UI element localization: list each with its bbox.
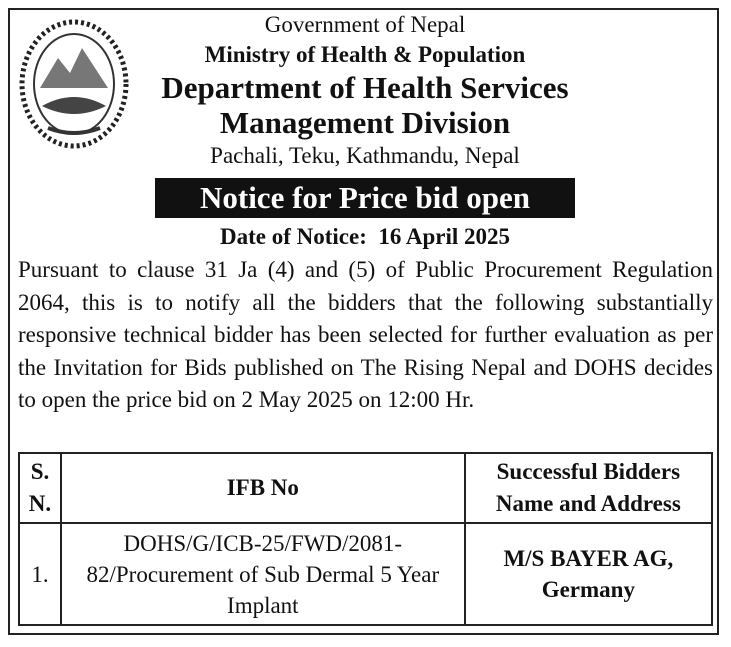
table-header: S. N. IFB No Successful Bidders Name and… bbox=[18, 452, 714, 524]
bid-table: S. N. IFB No Successful Bidders Name and… bbox=[18, 452, 714, 626]
cell: 1. bbox=[18, 522, 62, 626]
table-row: 1. DOHS/G/ICB-25/FWD/2081-82/Procurement… bbox=[18, 522, 714, 626]
cell: DOHS/G/ICB-25/FWD/2081-82/Procurement of… bbox=[59, 522, 466, 626]
notice-body: Pursuant to clause 31 Ja (4) and (5) of … bbox=[18, 257, 713, 412]
notice-border bbox=[8, 8, 719, 635]
ministry: Ministry of Health & Population bbox=[204, 42, 526, 67]
address: Pachali, Teku, Kathmandu, Nepal bbox=[210, 143, 520, 168]
department: Department of Health Services bbox=[161, 70, 569, 105]
government: Government of Nepal bbox=[264, 12, 466, 37]
header-cell: IFB No bbox=[59, 452, 466, 524]
notice-title: Notice for Price bid open bbox=[155, 178, 575, 218]
emblem bbox=[19, 19, 129, 149]
header-cell: Successful Bidders Name and Address bbox=[463, 452, 714, 524]
notice-date: Date of Notice: 16 April 2025 bbox=[220, 224, 510, 249]
cell: M/S BAYER AG, Germany bbox=[463, 522, 714, 626]
header-cell: S. N. bbox=[18, 452, 62, 524]
division: Management Division bbox=[219, 105, 511, 140]
